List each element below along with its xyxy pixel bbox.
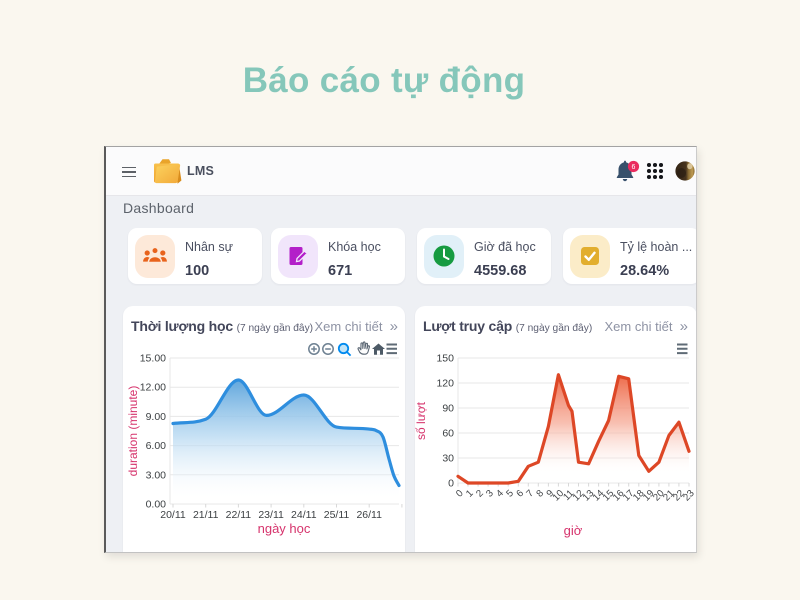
svg-text:120: 120 — [436, 378, 454, 390]
svg-text:0.00: 0.00 — [146, 499, 167, 511]
svg-text:8: 8 — [534, 488, 546, 500]
svg-text:24/11: 24/11 — [291, 509, 317, 521]
svg-text:3.00: 3.00 — [146, 469, 167, 481]
svg-text:23: 23 — [681, 488, 697, 504]
svg-text:6: 6 — [514, 488, 526, 500]
svg-text:6: 6 — [632, 164, 636, 171]
svg-text:23/11: 23/11 — [258, 509, 284, 521]
svg-text:9.00: 9.00 — [146, 411, 167, 423]
svg-text:0: 0 — [454, 488, 466, 500]
svg-text:150: 150 — [436, 353, 454, 365]
svg-text:7: 7 — [524, 488, 536, 500]
svg-text:số lượt: số lượt — [415, 401, 428, 440]
svg-text:5: 5 — [504, 488, 516, 500]
svg-text:ngày học: ngày học — [258, 521, 311, 536]
svg-text:giờ: giờ — [564, 523, 583, 538]
svg-text:9: 9 — [545, 488, 557, 500]
svg-text:12.00: 12.00 — [140, 382, 166, 394]
svg-text:4: 4 — [494, 488, 506, 500]
svg-text:30: 30 — [442, 453, 454, 465]
svg-text:20/11: 20/11 — [160, 509, 186, 521]
svg-text:2: 2 — [474, 488, 486, 500]
svg-text:26/11: 26/11 — [356, 509, 382, 521]
svg-text:60: 60 — [442, 428, 454, 440]
svg-text:6.00: 6.00 — [146, 440, 167, 452]
svg-text:duration (minute): duration (minute) — [126, 386, 140, 477]
svg-text:0: 0 — [448, 478, 454, 490]
svg-text:3: 3 — [484, 488, 496, 500]
svg-text:22/11: 22/11 — [226, 509, 252, 521]
svg-text:25/11: 25/11 — [324, 509, 350, 521]
svg-text:15.00: 15.00 — [140, 353, 166, 365]
svg-text:90: 90 — [442, 403, 454, 415]
svg-text:21/11: 21/11 — [193, 509, 219, 521]
svg-text:1: 1 — [464, 488, 476, 500]
